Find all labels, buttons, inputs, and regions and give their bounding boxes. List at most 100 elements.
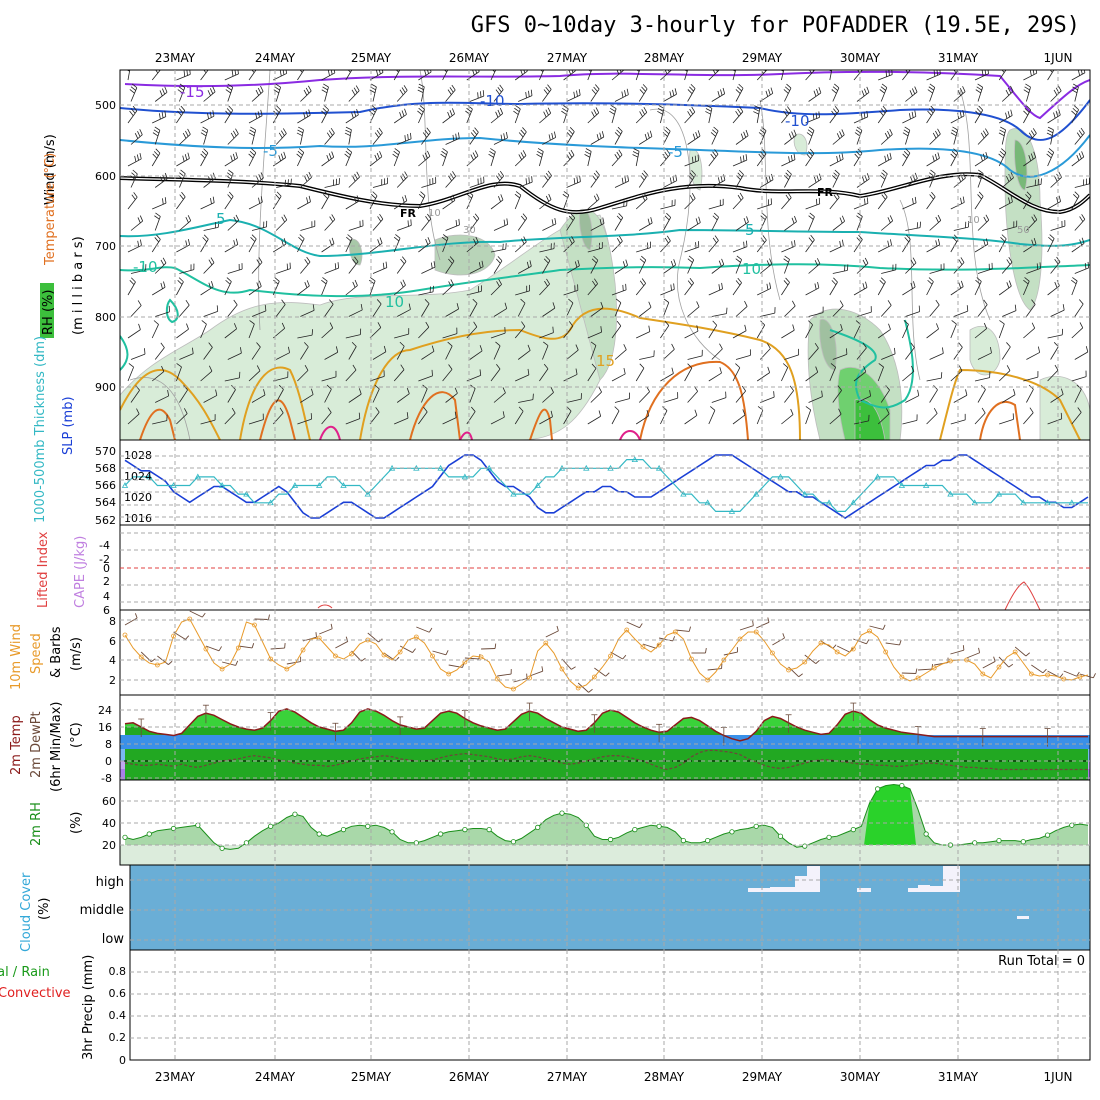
slp-line (124, 454, 1089, 519)
wind-barb-feather (887, 217, 891, 223)
wind-barb-feather (909, 113, 911, 120)
wind-barb (885, 642, 900, 646)
wind-barb-feather (541, 62, 546, 66)
wind-barb (880, 389, 890, 403)
wind-barb (345, 418, 360, 425)
rh-contour-label: 10 (428, 208, 441, 219)
wind-barb (902, 152, 911, 167)
wind-barb (660, 204, 676, 210)
wind-barb (638, 136, 653, 145)
wind-barb-feather (710, 153, 715, 160)
wind-barb (856, 347, 867, 360)
wind-barb (660, 325, 670, 339)
wind-barb-feather (514, 193, 520, 199)
wind-barb (614, 180, 629, 188)
wind-barb-feather (641, 172, 647, 178)
thickness-marker (704, 499, 711, 506)
wind-barb (829, 413, 842, 425)
wind-barb-feather (689, 172, 695, 178)
wind-barb-feather (646, 409, 650, 416)
wind-barb-feather (255, 70, 257, 71)
wind-barb-feather (833, 108, 838, 114)
wind-barb (1050, 261, 1061, 274)
wind-barb-feather (863, 366, 867, 372)
wind-barb-feather (212, 110, 215, 117)
wind-barb (856, 311, 872, 317)
wind-barb-feather (672, 176, 675, 183)
wind-barb-feather (442, 148, 448, 153)
cape-curve-small (317, 604, 333, 609)
wind-barb (784, 87, 792, 102)
wind-barb-feather (690, 83, 696, 89)
wind-barb (880, 220, 893, 231)
wind-barb-feather (641, 109, 646, 115)
wind-barb (638, 88, 648, 102)
wind-barb-feather (1048, 148, 1054, 153)
wind-barb (421, 388, 428, 403)
wind-barb (345, 238, 353, 253)
wind-barb-feather (371, 105, 377, 110)
wind-barb (514, 411, 524, 425)
wind-barb-feather (378, 70, 381, 75)
wind-barb-feather (428, 627, 433, 633)
date-label: 27MAY (547, 51, 588, 65)
wind-barb (739, 625, 754, 631)
wind-barb-feather (934, 153, 938, 160)
wind-barb-feather (131, 277, 136, 283)
wind-barb-feather (1047, 150, 1053, 156)
wind-barb-feather (576, 90, 578, 97)
rh-marker (705, 837, 711, 844)
wind-barb (286, 661, 301, 665)
wind-barb (393, 114, 407, 124)
wind-barb-feather (131, 194, 136, 200)
wind-barb (251, 310, 267, 317)
wind-barb-feather (337, 262, 340, 269)
wind-barb-feather (264, 304, 267, 311)
wind-barb (542, 175, 552, 188)
wind-barb-feather (306, 173, 310, 180)
wind-barb-feather (1023, 279, 1029, 285)
wind-barb (251, 346, 261, 360)
wind-barb-feather (470, 154, 474, 161)
precip-panel: Run Total = 0 0 0.2 0.4 0.6 0.8 tal / Ra… (0, 949, 1091, 1067)
pressure-tick: 700 (95, 240, 116, 253)
wind-barb-feather (866, 110, 869, 117)
wind-barb (1047, 201, 1061, 210)
wind-barb-feather (430, 70, 432, 73)
wind-barb (723, 651, 738, 656)
wind-barb (756, 409, 764, 425)
wind-barb-feather (838, 154, 841, 161)
wind-barb-feather (664, 151, 669, 158)
wind-barb-feather (401, 110, 405, 117)
wind-barb (707, 668, 722, 671)
thickness-marker (995, 490, 1003, 497)
wind-barb (394, 333, 409, 339)
wind-barb-feather (767, 366, 771, 373)
wind-barb-feather (404, 108, 407, 115)
wind-marker (381, 652, 387, 658)
wind-barb (926, 281, 934, 296)
wind-barb-feather (477, 92, 479, 99)
wind-barb-feather (1078, 130, 1083, 136)
wind-barb-feather (888, 323, 891, 330)
wind-barb-feather (297, 150, 303, 156)
wind-marker (430, 653, 435, 659)
wind-barb-feather (304, 259, 309, 265)
wind-barb-feather (431, 345, 435, 352)
wind-barb-feather (833, 277, 838, 283)
wind-barb (394, 417, 409, 425)
wind-barb-feather (599, 218, 602, 225)
wind-barb-feather (950, 153, 956, 159)
wind-barb-feather (458, 218, 460, 225)
wind-barb-feather (472, 129, 477, 135)
wind-barb-feather (1073, 105, 1079, 110)
wind-barb-feather (139, 153, 142, 160)
wind-barb-feather (880, 86, 886, 91)
wind-barb-feather (227, 172, 233, 177)
wind-barb (490, 199, 504, 210)
wind-barb-feather (210, 280, 214, 287)
wind-barb (878, 158, 892, 167)
wind-barb (663, 302, 670, 317)
wind-barb-feather (887, 240, 890, 247)
wind-barb-feather (712, 237, 717, 244)
